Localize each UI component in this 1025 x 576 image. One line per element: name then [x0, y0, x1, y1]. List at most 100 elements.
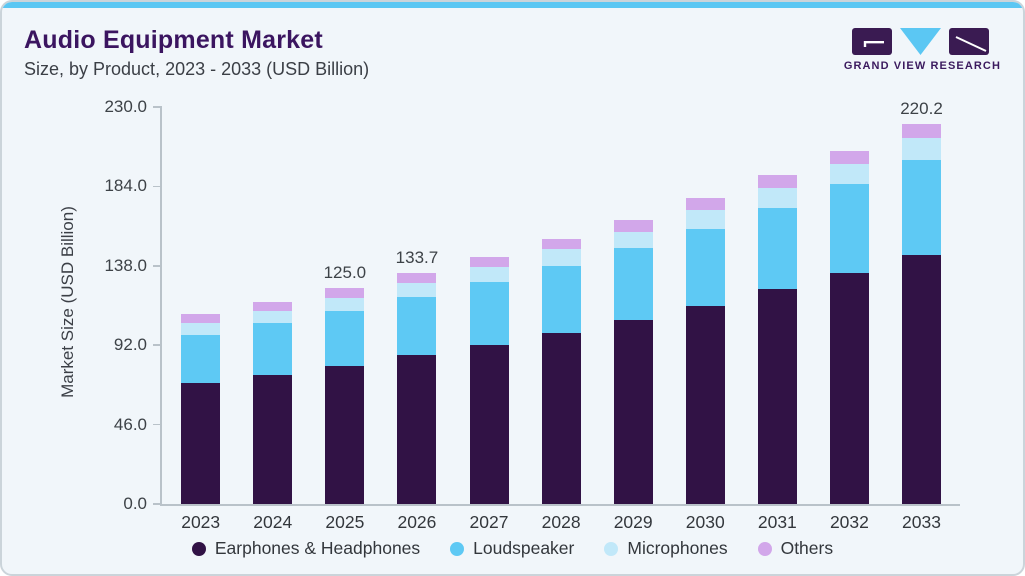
x-tick-label: 2030	[685, 512, 725, 532]
bar-segment-earphones-headphones	[829, 272, 869, 504]
legend-item-microphones: Microphones	[604, 538, 728, 559]
x-axis-line	[160, 504, 960, 506]
bar-segment-loudspeaker	[902, 159, 941, 255]
bar-segment-earphones-headphones	[325, 366, 365, 504]
x-tick-label: 2026	[397, 512, 437, 532]
bar-segment-microphones	[757, 187, 797, 208]
legend-item-earphones-headphones: Earphones & Headphones	[191, 538, 421, 559]
y-tick-label: 0.0	[123, 494, 147, 513]
y-tick-mark	[153, 185, 160, 188]
legend-dot-icon	[191, 541, 206, 556]
bar-2027	[469, 257, 509, 504]
bar-segment-microphones	[469, 266, 509, 283]
bar-total-label: 133.7	[395, 248, 439, 268]
bar-segment-loudspeaker	[253, 322, 293, 376]
bar-segment-loudspeaker	[397, 297, 437, 356]
bar-segment-microphones	[181, 322, 221, 335]
y-tick-label: 92.0	[113, 335, 147, 355]
x-tick-label: 2028	[541, 512, 581, 532]
bar-2028	[541, 239, 581, 504]
legend-item-others: Others	[757, 538, 834, 559]
bar-segment-earphones-headphones	[613, 319, 653, 504]
x-tick-label: 2024	[253, 512, 293, 532]
x-tick-label: 2025	[325, 512, 365, 532]
y-tick-label: 230.0	[104, 97, 147, 116]
legend-dot-icon	[604, 541, 619, 556]
legend-dot-icon	[450, 541, 465, 556]
y-tick-label: 138.0	[104, 255, 147, 275]
bar-2024	[253, 301, 293, 504]
bar-segment-loudspeaker	[325, 310, 365, 367]
bar-segment-earphones-headphones	[757, 289, 797, 504]
bar-segment-microphones	[685, 210, 725, 229]
bar-segment-loudspeaker	[685, 228, 725, 306]
bar-2032	[829, 151, 869, 504]
legend-item-loudspeaker: Loudspeaker	[450, 538, 574, 559]
bar-segment-loudspeaker	[469, 282, 509, 345]
y-tick-mark	[153, 106, 160, 108]
y-tick-label: 46.0	[113, 414, 147, 434]
bar-segment-earphones-headphones	[397, 355, 437, 504]
bar-segment-earphones-headphones	[181, 382, 221, 504]
top-accent-strip	[2, 2, 1023, 8]
bar-segment-others	[397, 273, 437, 284]
page-subtitle: Size, by Product, 2023 - 2033 (USD Billi…	[24, 59, 370, 79]
legend-label: Others	[780, 538, 834, 558]
bar-segment-earphones-headphones	[902, 254, 941, 504]
bar-segment-loudspeaker	[541, 266, 581, 333]
bar-segment-loudspeaker	[181, 334, 221, 383]
bar-segment-loudspeaker	[613, 247, 653, 320]
bar-segment-loudspeaker	[829, 184, 869, 273]
bar-2029	[613, 219, 653, 504]
bar-segment-loudspeaker	[757, 207, 797, 290]
bar-2023	[181, 313, 221, 504]
bar-2033	[902, 124, 941, 504]
bar-segment-earphones-headphones	[541, 332, 581, 504]
y-axis-line	[160, 106, 162, 504]
bar-segment-earphones-headphones	[685, 305, 725, 504]
bar-segment-microphones	[541, 249, 581, 267]
page-title: Audio Equipment Market	[24, 26, 323, 54]
bar-segment-others	[757, 175, 797, 188]
y-tick-mark	[153, 265, 160, 267]
bar-segment-others	[685, 198, 725, 211]
chart-header: Audio Equipment Market Size, by Product,…	[24, 26, 369, 80]
y-tick-mark	[153, 503, 160, 505]
y-axis-title: Market Size (USD Billion)	[58, 206, 77, 398]
bar-total-label: 125.0	[323, 263, 367, 283]
x-tick-label: 2031	[757, 512, 797, 532]
bar-segment-microphones	[397, 283, 437, 298]
bar-segment-others	[469, 257, 509, 267]
bar-2030	[685, 198, 725, 504]
y-tick-mark	[153, 423, 160, 426]
bar-segment-others	[253, 301, 293, 312]
x-tick-label: 2029	[613, 512, 653, 532]
y-tick-label: 184.0	[104, 176, 147, 196]
bar-segment-others	[325, 288, 365, 298]
bar-segment-earphones-headphones	[469, 344, 509, 504]
legend-dot-icon	[757, 541, 772, 556]
legend-label: Loudspeaker	[473, 538, 575, 558]
bar-segment-others	[613, 219, 653, 232]
x-tick-label: 2027	[469, 512, 509, 532]
bar-segment-microphones	[829, 163, 869, 185]
bar-segment-microphones	[902, 138, 941, 160]
gvr-logo-icon	[852, 28, 990, 55]
chart-legend: Earphones & Headphones Loudspeaker Microph…	[2, 538, 1023, 559]
bar-2026	[397, 273, 437, 504]
bar-segment-others	[829, 151, 869, 164]
plot-area: 125.0 133.7 220.2	[160, 99, 960, 504]
logo-text: GRAND VIEW RESEARCH	[843, 60, 1001, 72]
bar-total-label: 220.2	[900, 98, 943, 118]
x-tick-label: 2032	[829, 512, 869, 532]
x-tick-label: 2033	[902, 512, 941, 532]
bar-segment-others	[541, 239, 581, 250]
bar-2031	[757, 175, 797, 504]
legend-label: Earphones & Headphones	[214, 538, 421, 558]
legend-label: Microphones	[627, 538, 728, 558]
bar-2025	[325, 288, 365, 504]
grand-view-research-logo: GRAND VIEW RESEARCH	[844, 28, 1001, 72]
x-tick-label: 2023	[181, 512, 221, 532]
